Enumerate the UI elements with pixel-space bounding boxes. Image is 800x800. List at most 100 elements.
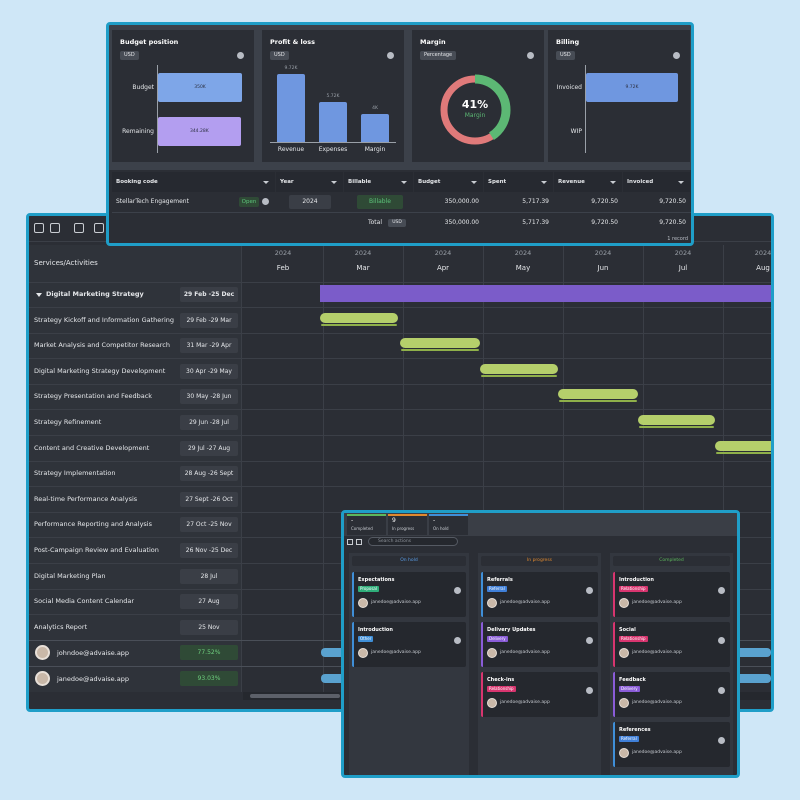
row-line <box>29 435 771 436</box>
dropdown-caret <box>331 181 337 184</box>
info-icon <box>387 52 394 59</box>
info-icon <box>718 637 725 644</box>
kanban-panel: - Completed 9 In progress - On hold Search act… <box>341 510 740 778</box>
card-title: Referrals <box>487 577 513 583</box>
dropdown-caret <box>610 181 616 184</box>
card-tag: Other <box>358 636 374 642</box>
tab-label: On hold <box>433 526 449 531</box>
card[interactable] <box>481 672 598 717</box>
avatar <box>487 598 497 608</box>
card-title: Check-ins <box>487 677 515 683</box>
row-line <box>29 358 771 360</box>
month-label: Jul <box>678 264 688 272</box>
search-placeholder: Search actions <box>378 539 412 544</box>
date-badge: 25 Nov <box>180 619 238 635</box>
scroll-thumb[interactable] <box>250 694 340 698</box>
task-name: Digital Marketing Plan <box>34 571 106 580</box>
header-cell[interactable]: Invoiced <box>623 172 690 192</box>
row-line <box>29 307 771 308</box>
toolbar-icon[interactable] <box>94 223 104 233</box>
month-label: Aug <box>756 264 770 272</box>
month-label: Feb <box>276 264 290 272</box>
total-label: Total <box>367 219 382 226</box>
card-tag: Relationship <box>619 636 648 642</box>
info-icon <box>673 52 680 59</box>
category-label: Expenses <box>318 146 348 153</box>
card-title: Social <box>619 627 636 633</box>
margin-arc <box>439 74 511 146</box>
user-email: janedoe@advaise.app <box>57 675 129 683</box>
month-line <box>323 245 324 692</box>
task-bar <box>557 389 638 400</box>
card-tag: Relationship <box>619 586 648 592</box>
year-label: 2024 <box>354 249 372 257</box>
collapse-caret <box>36 293 42 297</box>
info-icon <box>262 198 269 205</box>
value-label: 350K <box>194 85 206 90</box>
category-label: Margin <box>364 146 386 153</box>
cell: 5,717.39 <box>522 198 549 205</box>
column-header: In progress <box>481 556 598 566</box>
avatar <box>358 598 368 608</box>
toolbar-icon[interactable] <box>74 223 84 233</box>
tab[interactable] <box>347 514 386 535</box>
progress-line <box>321 323 397 326</box>
card-title: Billing <box>556 38 580 46</box>
card-title: Profit & loss <box>270 38 315 46</box>
card[interactable] <box>613 672 730 717</box>
header-cell[interactable]: Spent <box>484 172 553 192</box>
user-email: johndoe@advaise.app <box>57 649 130 657</box>
header-cell[interactable]: Revenue <box>554 172 622 192</box>
header-cell[interactable]: Year <box>276 172 343 192</box>
card[interactable] <box>613 572 730 617</box>
card[interactable] <box>613 622 730 667</box>
card[interactable] <box>352 572 466 617</box>
card[interactable] <box>481 622 598 667</box>
progress-line <box>638 426 715 428</box>
toolbar-icon[interactable] <box>34 223 44 233</box>
year-label: 2024 <box>674 249 692 257</box>
card-title: Introduction <box>619 577 654 583</box>
avatar <box>35 645 50 660</box>
cell: 9,720.50 <box>659 219 686 226</box>
card[interactable] <box>352 622 466 667</box>
row-line <box>29 486 771 488</box>
cell: 5,717.39 <box>522 219 549 226</box>
percent-badge: 93.03% <box>180 671 238 686</box>
task-name: Strategy Implementation <box>34 469 116 478</box>
tab-label: In progress <box>392 526 415 531</box>
avatar <box>619 748 629 758</box>
date-badge: 26 Nov -25 Dec <box>180 543 238 558</box>
toolbar-icon[interactable] <box>50 223 60 233</box>
month-line <box>563 245 564 692</box>
info-icon <box>237 52 244 59</box>
dropdown-caret <box>678 181 684 184</box>
info-icon <box>718 587 725 594</box>
tab[interactable] <box>429 514 468 535</box>
row-line <box>29 383 771 385</box>
header-cell[interactable]: Billable <box>344 172 413 192</box>
card[interactable] <box>613 722 730 767</box>
header-cell[interactable]: Budget <box>414 172 483 192</box>
footer: 1 record <box>667 236 688 242</box>
card-tag: Delivery <box>619 686 640 692</box>
card[interactable] <box>481 572 598 617</box>
header-cell[interactable]: Booking code <box>112 172 275 192</box>
row-line <box>29 332 771 334</box>
bar <box>586 73 678 102</box>
avatar <box>358 648 368 658</box>
margin-value: 41% <box>461 98 489 111</box>
tag: USD <box>270 51 289 60</box>
month-label: Mar <box>356 264 370 272</box>
dropdown-caret <box>263 181 269 184</box>
card-title: Introduction <box>358 627 393 633</box>
tab[interactable] <box>388 514 427 535</box>
tab-count: - <box>351 517 354 524</box>
tag: USD <box>120 51 139 60</box>
category-label: Remaining <box>122 128 154 135</box>
task-bar <box>320 312 398 323</box>
card-tag: Referral <box>487 586 507 592</box>
search-box[interactable] <box>368 537 458 546</box>
month-line <box>403 245 404 692</box>
